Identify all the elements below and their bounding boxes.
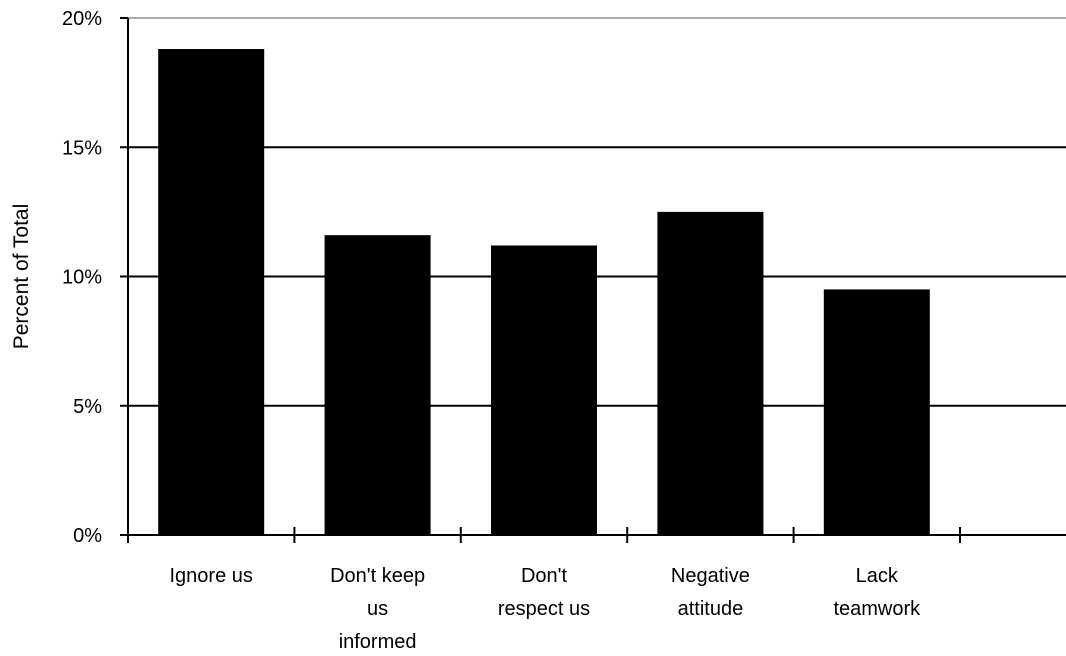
y-tick-labels: 0% 5% 10% 15% 20% (62, 8, 102, 547)
x-category-label-2-line-0: Don't (521, 565, 568, 587)
x-category-label-2: Don't respect us (498, 565, 590, 620)
y-tick-label-1: 5% (73, 396, 102, 418)
x-category-label-3-line-0: Negative (671, 565, 750, 587)
bar-3 (657, 211, 764, 535)
bar-0 (158, 49, 265, 536)
x-category-label-2-line-1: respect us (498, 598, 590, 620)
y-tick-label-2: 10% (62, 267, 102, 289)
y-axis-title: Percent of Total (10, 204, 33, 350)
x-category-label-4-line-0: Lack (856, 565, 899, 587)
x-category-label-1-line-0: Don't keep (330, 565, 425, 587)
x-category-label-0-line-0: Ignore us (170, 565, 253, 587)
x-category-label-3: Negative attitude (671, 565, 750, 620)
bar-4 (823, 289, 930, 535)
bars (158, 49, 930, 536)
x-category-label-4-line-1: teamwork (833, 598, 921, 620)
x-category-labels: Ignore us Don't keep us informed Don't respec… (170, 565, 922, 653)
x-category-label-1: Don't keep us informed (330, 565, 425, 651)
bar-2 (491, 245, 597, 536)
y-tick-label-4: 20% (62, 8, 102, 30)
bar-1 (324, 235, 431, 535)
x-category-label-1-line-1: us (367, 598, 388, 620)
x-category-label-4: Lack teamwork (833, 565, 921, 620)
y-tick-label-3: 15% (62, 137, 102, 159)
x-category-label-1-line-2: informed (339, 631, 417, 651)
axes (120, 17, 1066, 543)
x-category-label-0: Ignore us (170, 565, 253, 587)
x-category-label-3-line-1: attitude (678, 598, 744, 620)
y-tick-label-0: 0% (73, 525, 102, 547)
